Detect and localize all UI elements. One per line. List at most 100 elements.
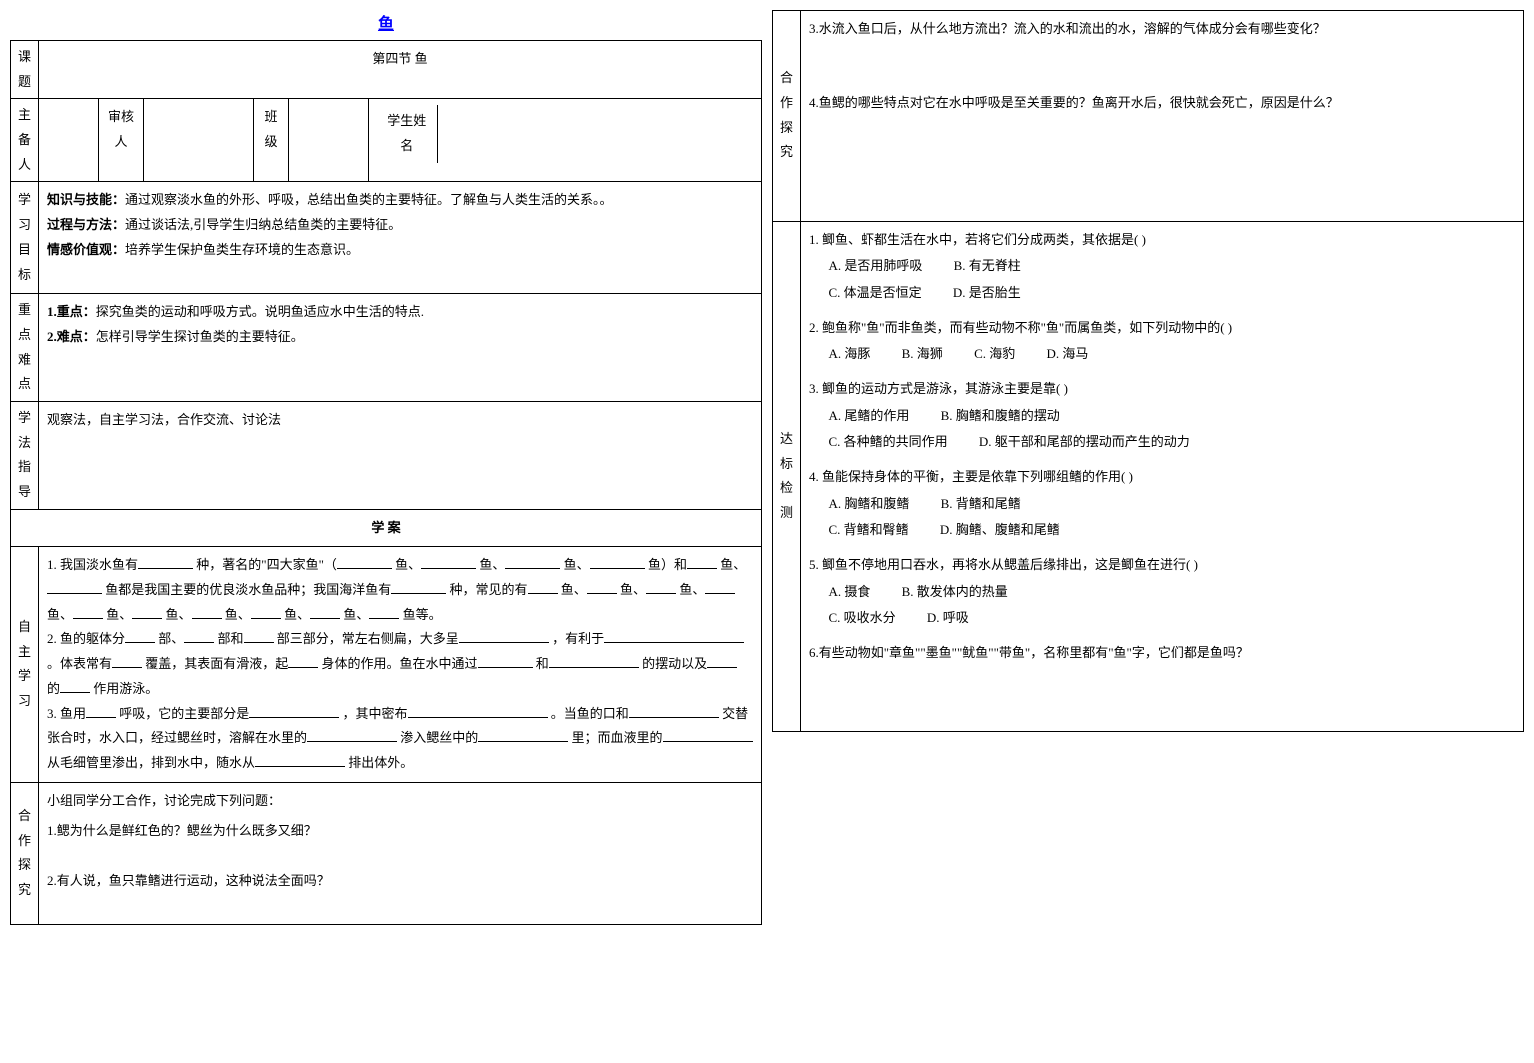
t: 从毛细管里渗出，排到水中，随水从 [47,755,255,770]
p-text: 通过谈话法,引导学生归纳总结鱼类的主要特征。 [125,217,401,232]
left-column: 鱼 课题 第四节 鱼 主备人 审核人 班级 学生姓名 学习目标 [10,10,762,925]
q5-d: D. 呼吸 [927,606,969,631]
class-label: 班级 [254,99,289,182]
t: 的 [47,681,60,696]
keys-content: 1.重点：探究鱼类的运动和呼吸方式。说明鱼适应水中生活的特点. 2.难点：怎样引… [39,294,762,402]
keys-label: 重点难点 [11,294,39,402]
q4-a: A. 胸鳍和腹鳍 [829,492,910,517]
t: 作用游泳。 [93,681,158,696]
coop-content-right: 3.水流入鱼口后，从什么地方流出？流入的水和流出的水，溶解的气体成分会有哪些变化… [801,11,1524,222]
q5-c: C. 吸收水分 [829,606,896,631]
t: 里；而血液里的 [572,730,663,745]
method-text: 观察法，自主学习法，合作交流、讨论法 [39,401,762,509]
t: 。体表常有 [47,656,112,671]
q4-d: D. 胸鳍、腹鳍和尾鳍 [940,518,1060,543]
q3-c: C. 各种鳍的共同作用 [829,430,948,455]
q1-stem: 1. 鲫鱼、虾都生活在水中，若将它们分成两类，其依据是( ) [809,228,1515,253]
reviewer-value [144,99,254,182]
coop-q3: 3.水流入鱼口后，从什么地方流出？流入的水和流出的水，溶解的气体成分会有哪些变化… [809,17,1515,42]
q5-stem: 5. 鲫鱼不停地用口吞水，再将水从鳃盖后缘排出，这是鲫鱼在进行( ) [809,553,1515,578]
t: 鱼、 [47,607,73,622]
coop-label-left: 合作探究 [11,782,39,924]
q6-stem: 6.有些动物如"章鱼""墨鱼""鱿鱼""带鱼"，名称里都有"鱼"字，它们都是鱼吗… [809,641,1515,666]
q3-b: B. 胸鳍和腹鳍的摆动 [941,404,1060,429]
q3-a: A. 尾鳍的作用 [829,404,910,429]
t: 身体的作用。鱼在水中通过 [322,656,478,671]
t: 3. 鱼用 [47,706,86,721]
q5-a: A. 摄食 [829,580,871,605]
k2-label: 2.难点： [47,329,96,344]
q2-b: B. 海狮 [902,342,943,367]
page-title: 鱼 [10,10,762,34]
t: 鱼、 [679,582,705,597]
goals-label: 学习目标 [11,182,39,294]
t: 部和 [218,631,244,646]
coop-q2: 2.有人说，鱼只靠鳍进行运动，这种说法全面吗？ [47,869,753,894]
t: 1. 我国淡水鱼有 [47,557,138,572]
t: 鱼、 [106,607,132,622]
coop-q1: 1.鳃为什么是鲜红色的？鳃丝为什么既多又细？ [47,819,753,844]
q4-b: B. 背鳍和尾鳍 [941,492,1021,517]
q1-b: B. 有无脊柱 [954,254,1021,279]
t: 渗入鳃丝中的 [400,730,478,745]
coop-q4: 4.鱼鳃的哪些特点对它在水中呼吸是至关重要的？鱼离开水后，很快就会死亡，原因是什… [809,91,1515,116]
k1-text: 探究鱼类的运动和呼吸方式。说明鱼适应水中生活的特点. [96,304,424,319]
q2-c: C. 海豹 [974,342,1015,367]
t: 鱼、 [284,607,310,622]
q1-c: C. 体温是否恒定 [829,281,922,306]
q3-d: D. 躯干部和尾部的摆动而产生的动力 [979,430,1190,455]
student-label: 学生姓名 [377,105,437,162]
k1-label: 1.重点： [47,304,96,319]
q3-stem: 3. 鲫鱼的运动方式是游泳，其游泳主要是靠( ) [809,377,1515,402]
self-content: 1. 我国淡水鱼有 种，著名的"四大家鱼"（ 鱼、 鱼、 鱼、 鱼）和 鱼、 鱼… [39,547,762,782]
v-text: 培养学生保护鱼类生存环境的生态意识。 [125,242,359,257]
t: 鱼）和 [648,557,687,572]
test-label: 达标检测 [773,221,801,732]
t: 排出体外。 [348,755,413,770]
student-value [437,105,753,162]
t: 的摆动以及 [642,656,707,671]
t: 。当鱼的口和 [551,706,629,721]
v-label: 情感价值观： [47,242,125,257]
k-label: 知识与技能： [47,192,125,207]
topic-value: 第四节 鱼 [39,41,762,99]
right-table: 合作探究 3.水流入鱼口后，从什么地方流出？流入的水和流出的水，溶解的气体成分会… [772,10,1524,732]
t: 鱼、 [395,557,421,572]
q2-a: A. 海豚 [829,342,871,367]
t: ，其中密布 [343,706,408,721]
q2-d: D. 海马 [1046,342,1088,367]
class-value [289,99,369,182]
q4-stem: 4. 鱼能保持身体的平衡，主要是依靠下列哪组鳍的作用( ) [809,465,1515,490]
coop-content-left: 小组同学分工合作，讨论完成下列问题： 1.鳃为什么是鲜红色的？鳃丝为什么既多又细… [39,782,762,924]
topic-label: 课题 [11,41,39,99]
q4-c: C. 背鳍和臀鳍 [829,518,909,543]
t: 鱼、 [720,557,746,572]
k2-text: 怎样引导学生探讨鱼类的主要特征。 [96,329,304,344]
test-content: 1. 鲫鱼、虾都生活在水中，若将它们分成两类，其依据是( ) A. 是否用肺呼吸… [801,221,1524,732]
t: 部三部分，常左右侧扁，大多呈 [277,631,459,646]
q1-d: D. 是否胎生 [953,281,1021,306]
t: 鱼、 [479,557,505,572]
self-label: 自主学习 [11,547,39,782]
preparer-label: 主备人 [11,99,39,182]
t: 种，常见的有 [450,582,528,597]
q1-a: A. 是否用肺呼吸 [829,254,923,279]
k-text: 通过观察淡水鱼的外形、呼吸，总结出鱼类的主要特征。了解鱼与人类生活的关系。。 [125,192,613,207]
t: 鱼等。 [403,607,442,622]
page: 鱼 课题 第四节 鱼 主备人 审核人 班级 学生姓名 学习目标 [10,10,1524,925]
preparer-value [39,99,99,182]
coop-label-right: 合作探究 [773,11,801,222]
t: 鱼、 [343,607,369,622]
q2-stem: 2. 鲍鱼称"鱼"而非鱼类，而有些动物不称"鱼"而属鱼类，如下列动物中的( ) [809,316,1515,341]
t: 和 [536,656,549,671]
right-column: 合作探究 3.水流入鱼口后，从什么地方流出？流入的水和流出的水，溶解的气体成分会… [772,10,1524,925]
plan-label: 学 案 [11,509,762,547]
t: 鱼、 [225,607,251,622]
p-label: 过程与方法： [47,217,125,232]
t: 鱼、 [166,607,192,622]
t: ，有利于 [552,631,604,646]
t: 部、 [158,631,184,646]
t: 2. 鱼的躯体分 [47,631,125,646]
main-table: 课题 第四节 鱼 主备人 审核人 班级 学生姓名 学习目标 知识与技能：通过观察… [10,40,762,925]
goals-content: 知识与技能：通过观察淡水鱼的外形、呼吸，总结出鱼类的主要特征。了解鱼与人类生活的… [39,182,762,294]
